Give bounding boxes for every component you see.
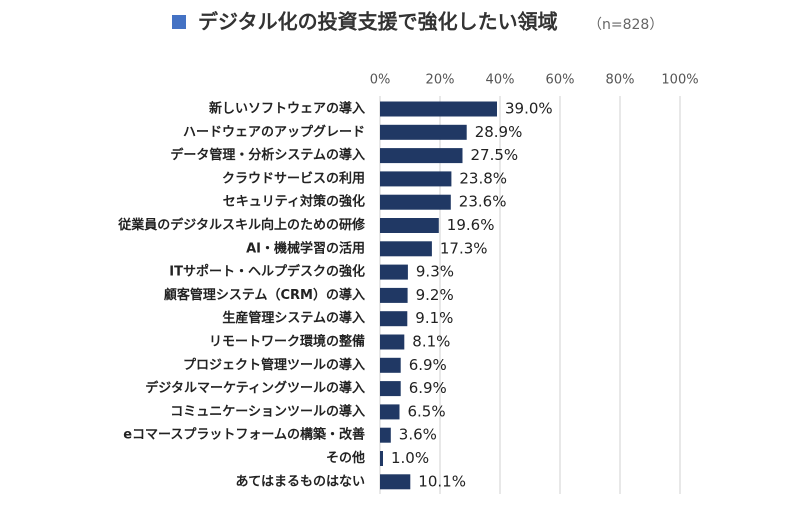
value-label: 9.1% xyxy=(415,309,453,327)
y-tick-label: その他 xyxy=(326,450,365,466)
bar xyxy=(380,334,405,350)
value-label: 6.9% xyxy=(409,356,447,374)
x-tick-label: 80% xyxy=(606,73,635,88)
bar xyxy=(380,427,391,443)
x-tick-label: 100% xyxy=(661,73,698,88)
value-label: 27.5% xyxy=(471,146,519,164)
value-label: 6.5% xyxy=(408,402,446,420)
x-tick-label: 20% xyxy=(426,73,455,88)
value-label: 3.6% xyxy=(399,426,437,444)
bar xyxy=(380,381,401,397)
y-tick-label: ITサポート・ヘルプデスクの強化 xyxy=(169,264,365,280)
x-tick-label: 40% xyxy=(486,73,515,88)
y-tick-label: ハードウェアのアップグレード xyxy=(183,124,365,140)
title-marker xyxy=(172,15,186,29)
bar xyxy=(380,311,408,327)
x-tick-label: 0% xyxy=(370,73,391,88)
value-label: 8.1% xyxy=(412,333,450,351)
value-label: 28.9% xyxy=(475,123,523,141)
bar xyxy=(380,474,411,490)
bar xyxy=(380,148,463,164)
bar xyxy=(380,404,400,420)
bar xyxy=(380,101,497,117)
bar xyxy=(380,171,452,187)
y-tick-label: データ管理・分析システムの導入 xyxy=(170,147,365,163)
y-tick-label: 生産管理システムの導入 xyxy=(222,310,365,326)
y-tick-label: あてはまるものはない xyxy=(236,474,365,489)
y-tick-label: 顧客管理システム（CRM）の導入 xyxy=(164,287,365,303)
value-label: 19.6% xyxy=(447,216,495,234)
bar xyxy=(380,287,408,303)
bar xyxy=(380,218,439,233)
y-tick-label: 従業員のデジタルスキル向上のための研修 xyxy=(117,217,366,233)
y-tick-label: 新しいソフトウェアの導入 xyxy=(209,101,365,117)
value-label: 23.8% xyxy=(459,169,507,187)
value-label: 1.0% xyxy=(391,449,429,467)
y-tick-label: デジタルマーケティングツールの導入 xyxy=(145,380,365,396)
bar xyxy=(380,194,451,210)
value-label: 9.2% xyxy=(416,286,454,304)
bar xyxy=(380,357,401,373)
value-label: 39.0% xyxy=(505,100,553,118)
y-tick-label: セキュリティ対策の強化 xyxy=(223,194,365,210)
x-tick-label: 60% xyxy=(546,73,575,88)
bar xyxy=(380,241,432,257)
y-tick-label: コミュニケーションツールの導入 xyxy=(170,403,365,419)
bar xyxy=(380,451,383,466)
y-tick-label: eコマースプラットフォームの構築・改善 xyxy=(123,427,365,443)
y-tick-label: AI・機械学習の活用 xyxy=(246,240,365,256)
bar xyxy=(380,264,408,280)
value-label: 10.1% xyxy=(418,472,466,490)
y-tick-label: クラウドサービスの利用 xyxy=(222,170,365,186)
value-label: 6.9% xyxy=(409,379,447,397)
value-label: 17.3% xyxy=(440,239,488,257)
chart-title: デジタル化の投資支援で強化したい領域 xyxy=(198,10,558,34)
y-tick-label: プロジェクト管理ツールの導入 xyxy=(183,357,365,373)
y-tick-label: リモートワーク環境の整備 xyxy=(209,334,365,350)
chart-subtitle: （n=828） xyxy=(588,17,663,33)
value-label: 23.6% xyxy=(459,193,507,211)
bar xyxy=(380,124,467,140)
value-label: 9.3% xyxy=(416,263,454,281)
